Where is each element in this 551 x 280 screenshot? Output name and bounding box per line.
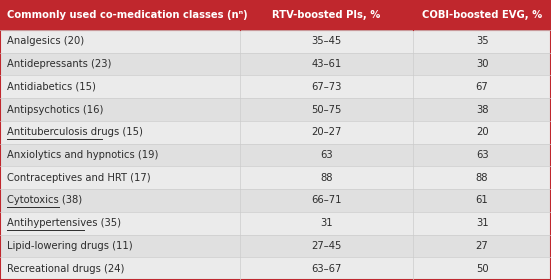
Bar [0,121,551,144]
Text: RTV-boosted PIs, %: RTV-boosted PIs, % [272,10,381,20]
Bar [0,75,551,98]
Text: 27–45: 27–45 [311,241,342,251]
Text: 67: 67 [476,82,489,92]
Text: Antituberculosis drugs (15): Antituberculosis drugs (15) [7,127,143,137]
Text: Analgesics (20): Analgesics (20) [7,36,84,46]
Bar [0,166,551,189]
Bar [0,0,551,30]
Bar [0,257,551,280]
Text: Cytotoxics (38): Cytotoxics (38) [7,195,82,206]
Text: 63–67: 63–67 [311,264,342,274]
Text: 27: 27 [476,241,489,251]
Text: 30: 30 [476,59,488,69]
Text: 31: 31 [320,218,333,228]
Text: 61: 61 [476,195,489,206]
Bar [0,212,551,235]
Bar [0,144,551,166]
Text: Antihypertensives (35): Antihypertensives (35) [7,218,121,228]
Text: 88: 88 [476,173,488,183]
Text: 31: 31 [476,218,488,228]
Text: 43–61: 43–61 [311,59,342,69]
Bar [0,189,551,212]
Text: 63: 63 [320,150,333,160]
Text: 50: 50 [476,264,488,274]
Bar [0,30,551,53]
Text: Antipsychotics (16): Antipsychotics (16) [7,104,103,115]
Text: 20: 20 [476,127,488,137]
Text: Lipid-lowering drugs (11): Lipid-lowering drugs (11) [7,241,132,251]
Text: COBI-boosted EVG, %: COBI-boosted EVG, % [422,10,542,20]
Text: 20–27: 20–27 [311,127,342,137]
Text: 67–73: 67–73 [311,82,342,92]
Text: Antidepressants (23): Antidepressants (23) [7,59,111,69]
Text: 35: 35 [476,36,488,46]
Text: 88: 88 [320,173,333,183]
Text: 50–75: 50–75 [311,104,342,115]
Text: Contraceptives and HRT (17): Contraceptives and HRT (17) [7,173,150,183]
Text: 38: 38 [476,104,488,115]
Text: Antidiabetics (15): Antidiabetics (15) [7,82,95,92]
Text: 35–45: 35–45 [311,36,342,46]
Text: 63: 63 [476,150,488,160]
Text: Recreational drugs (24): Recreational drugs (24) [7,264,124,274]
Text: Commonly used co-medication classes (nⁿ): Commonly used co-medication classes (nⁿ) [7,10,247,20]
Text: 66–71: 66–71 [311,195,342,206]
Bar [0,98,551,121]
Bar [0,53,551,75]
Bar [0,235,551,257]
Text: Anxiolytics and hypnotics (19): Anxiolytics and hypnotics (19) [7,150,158,160]
